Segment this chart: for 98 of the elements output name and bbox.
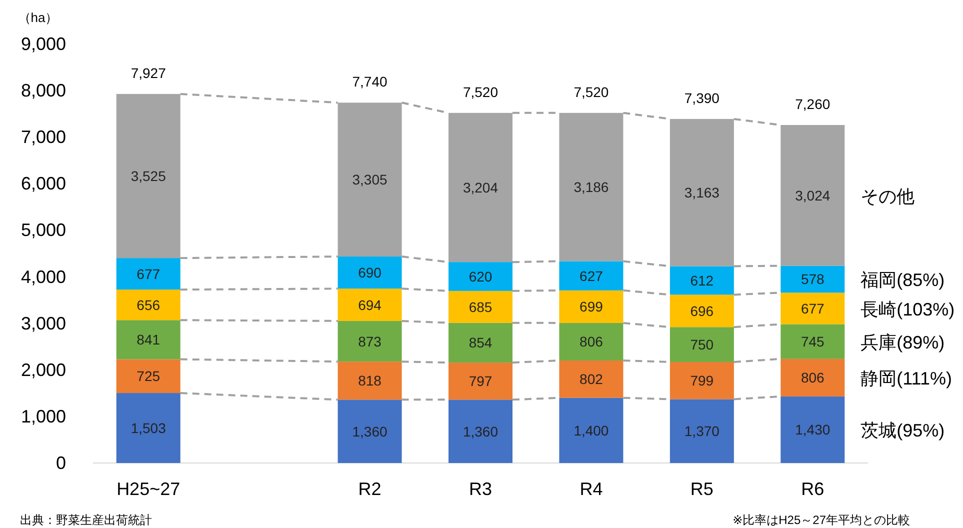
y-tick-label: 1,000 (20, 406, 66, 426)
text: ※比率はH25～27年平均との比較 (732, 513, 910, 527)
data-label: 677 (136, 266, 160, 282)
data-label: 854 (468, 334, 492, 351)
y-axis-title: （ha） (18, 10, 58, 25)
y-tick-label: 3,000 (20, 313, 66, 334)
x-tick-label: R6 (801, 479, 824, 499)
y-tick-label: 9,000 (20, 34, 66, 54)
data-label: 3,186 (574, 179, 609, 196)
y-tick-label: 5,000 (20, 220, 66, 240)
bar (338, 256, 402, 289)
total-label: 7,520 (574, 84, 609, 100)
data-label: 873 (358, 333, 382, 350)
bar (116, 320, 180, 360)
bar (338, 288, 402, 321)
data-label: 1,503 (130, 420, 166, 436)
bar (670, 327, 734, 362)
series-label: 長崎(103%) (860, 299, 955, 320)
data-label: 3,204 (462, 179, 498, 196)
data-label: 3,024 (795, 187, 830, 204)
bar (559, 290, 624, 323)
x-tick-label: R2 (358, 479, 382, 499)
data-label: 690 (358, 264, 382, 281)
data-label: 3,525 (130, 168, 166, 184)
y-tick-label: 4,000 (20, 266, 66, 287)
data-label: 725 (136, 368, 160, 384)
bar (670, 266, 734, 295)
x-tick-label: H25~27 (116, 479, 180, 499)
y-tick-label: 2,000 (20, 360, 66, 380)
data-label: 3,305 (352, 172, 388, 188)
data-label: 802 (580, 371, 604, 388)
data-label: 627 (580, 268, 604, 284)
bar (338, 320, 402, 362)
data-label: 806 (800, 370, 825, 386)
data-label: 694 (358, 296, 382, 313)
series-label: 静岡(111%) (860, 368, 952, 389)
bar (116, 290, 180, 320)
bar (559, 261, 624, 290)
y-tick-label: 8,000 (20, 80, 66, 101)
total-label: 7,927 (130, 64, 166, 81)
source-note: 出典：野菜生産出荷統計 (20, 513, 152, 527)
series-label: 兵庫(89%) (860, 332, 945, 353)
series-label: 茨城(95%) (860, 420, 945, 441)
bar (448, 362, 512, 400)
y-tick-label: 6,000 (20, 174, 66, 194)
bar (670, 294, 734, 328)
bar (670, 399, 734, 463)
bar (780, 292, 845, 324)
data-label: 699 (580, 298, 604, 315)
total-label: 7,740 (352, 74, 388, 90)
data-label: 806 (580, 334, 604, 350)
x-tick-label: R4 (580, 479, 603, 499)
bar (559, 360, 624, 398)
data-label: 841 (136, 332, 160, 348)
bar (780, 358, 845, 396)
bar (559, 398, 624, 463)
data-label: 799 (690, 372, 714, 389)
data-label: 1,370 (684, 423, 720, 440)
y-tick-label: 7,000 (20, 127, 66, 148)
data-label: 818 (358, 372, 382, 389)
bar (780, 396, 845, 463)
bar (448, 400, 512, 463)
bar (116, 393, 180, 463)
data-label: 797 (468, 373, 492, 390)
data-label: 745 (800, 334, 825, 350)
bar (116, 258, 180, 290)
bar (780, 125, 845, 266)
bar (338, 362, 402, 400)
bar (338, 400, 402, 463)
x-tick-label: R5 (690, 479, 714, 499)
data-label: 3,163 (684, 184, 720, 201)
x-tick-label: R3 (468, 479, 492, 499)
data-label: 696 (690, 302, 714, 319)
bar (448, 262, 512, 291)
data-label: 1,360 (352, 423, 388, 440)
bar (780, 266, 845, 293)
bar (448, 322, 512, 363)
data-label: 750 (690, 336, 714, 353)
data-label: 656 (136, 296, 160, 313)
data-label: 1,430 (795, 422, 830, 438)
y-tick-label: 0 (56, 453, 66, 473)
bar (116, 359, 180, 394)
total-label: 7,260 (795, 96, 830, 112)
bar (448, 290, 512, 323)
total-label: 7,520 (462, 84, 498, 100)
series-label: 福岡(85%) (860, 270, 945, 290)
total-label: 7,390 (684, 90, 720, 106)
data-label: 578 (800, 271, 825, 288)
bar (670, 362, 734, 400)
data-label: 612 (690, 272, 714, 288)
series-label: その他 (860, 186, 915, 206)
data-label: 685 (468, 298, 492, 315)
data-label: 1,400 (574, 422, 609, 438)
data-label: 1,360 (462, 423, 498, 440)
bar (780, 324, 845, 359)
bar (559, 322, 624, 360)
data-label: 620 (468, 268, 492, 284)
data-label: 677 (800, 300, 825, 316)
